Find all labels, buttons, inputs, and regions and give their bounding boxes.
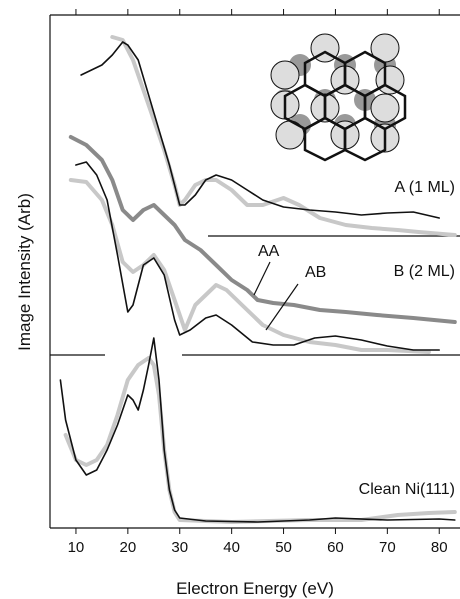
x-tick-label: 50: [275, 539, 292, 556]
line: [68, 135, 457, 324]
annotation: B (2 ML): [394, 263, 455, 280]
annotation: AB: [305, 264, 326, 281]
line: [68, 178, 431, 354]
annotation: AA: [258, 243, 280, 260]
inset-structure: [270, 33, 407, 162]
x-tick-label: 40: [223, 539, 240, 556]
line: [63, 356, 457, 524]
line: [59, 337, 456, 523]
x-tick-label: 80: [431, 539, 448, 556]
x-tick-label: 10: [68, 539, 85, 556]
x-tick-label: 60: [327, 539, 344, 556]
pointer: [253, 261, 271, 296]
x-tick-label: 20: [120, 539, 137, 556]
annotation: A (1 ML): [395, 179, 455, 196]
annotation: Clean Ni(111): [359, 481, 455, 498]
x-tick-label: 30: [171, 539, 188, 556]
line: [75, 161, 440, 351]
x-axis-label: Electron Energy (eV): [176, 579, 334, 598]
pointer: [265, 283, 299, 331]
x-tick-label: 70: [379, 539, 396, 556]
y-axis-label: Image Intensity (Arb): [15, 193, 34, 351]
line: [110, 35, 457, 237]
curves: [59, 35, 457, 524]
line: [80, 41, 440, 219]
